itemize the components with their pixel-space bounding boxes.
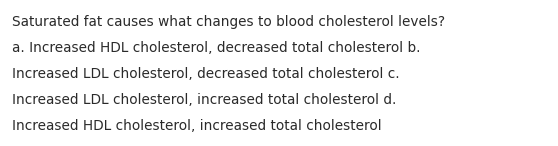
Text: Increased HDL cholesterol, increased total cholesterol: Increased HDL cholesterol, increased tot… — [12, 119, 382, 133]
Text: Increased LDL cholesterol, decreased total cholesterol c.: Increased LDL cholesterol, decreased tot… — [12, 67, 400, 81]
Text: Increased LDL cholesterol, increased total cholesterol d.: Increased LDL cholesterol, increased tot… — [12, 93, 396, 107]
Text: a. Increased HDL cholesterol, decreased total cholesterol b.: a. Increased HDL cholesterol, decreased … — [12, 41, 421, 55]
Text: Saturated fat causes what changes to blood cholesterol levels?: Saturated fat causes what changes to blo… — [12, 15, 445, 29]
